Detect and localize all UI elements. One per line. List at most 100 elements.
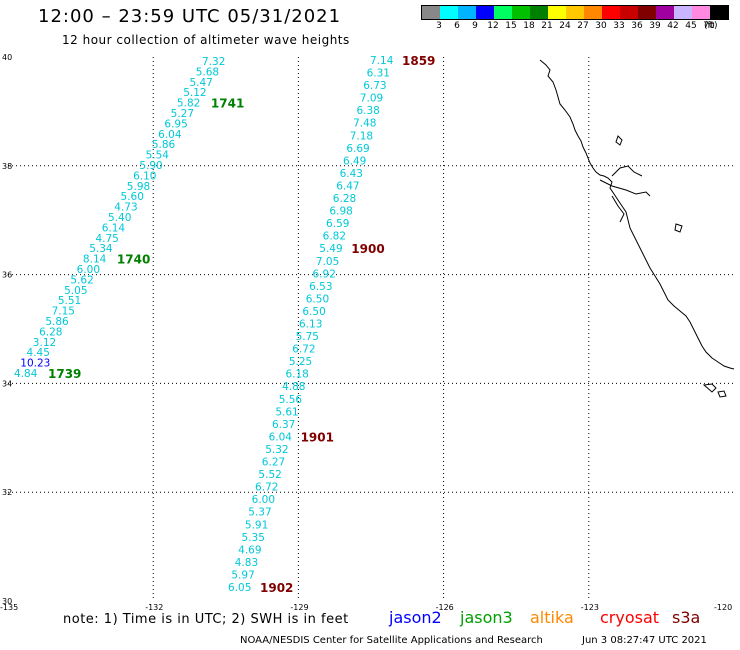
wave-height-label: 6.98 <box>329 206 352 218</box>
wave-height-label: 7.05 <box>316 256 339 268</box>
lon-tick-label: -120 <box>714 603 732 612</box>
scale-label: 27 <box>577 21 589 31</box>
island-outline <box>702 383 717 393</box>
wave-height-label: 5.27 <box>171 108 194 120</box>
scale-label: 45 <box>685 21 697 31</box>
satellite-cryosat: cryosat <box>600 608 660 627</box>
wave-height-label: 5.34 <box>89 243 113 255</box>
wave-height-label: 6.04 <box>269 431 293 443</box>
scale-swatch <box>692 6 710 19</box>
wave-height-label: 4.73 <box>114 202 137 214</box>
time-label: 1741 <box>211 97 244 111</box>
color-scale-unit: (ft) <box>704 21 718 31</box>
lake-outline <box>615 135 623 146</box>
wave-height-label: 5.25 <box>289 356 312 368</box>
wave-height-label: 5.12 <box>183 87 206 99</box>
bay-north <box>611 165 643 177</box>
scale-label: 18 <box>523 21 535 31</box>
wave-height-label: 6.28 <box>39 326 62 338</box>
wave-height-label: 6.50 <box>302 306 325 318</box>
coastline <box>539 59 735 370</box>
wave-height-label: 6.38 <box>356 105 379 117</box>
lon-tick-label: -129 <box>290 603 308 612</box>
wave-height-label: 7.09 <box>360 93 383 105</box>
wave-height-label: 5.86 <box>45 316 69 328</box>
wave-height-label: 5.37 <box>248 507 271 519</box>
wave-height-label: 6.00 <box>77 264 100 276</box>
wave-height-label: 6.37 <box>272 419 295 431</box>
scale-swatch <box>566 6 584 19</box>
time-label: 1902 <box>260 581 293 595</box>
wave-height-label: 6.14 <box>102 222 126 234</box>
wave-height-label: 7.14 <box>370 55 394 67</box>
scale-label: 36 <box>631 21 643 31</box>
wave-height-label: 6.53 <box>309 281 332 293</box>
wave-height-label: 6.00 <box>252 494 275 506</box>
wave-height-label: 6.95 <box>164 118 187 130</box>
time-label: 1900 <box>351 242 384 256</box>
wave-height-label: 5.86 <box>152 139 176 151</box>
wave-height-label: 5.62 <box>70 274 93 286</box>
scale-swatch <box>512 6 530 19</box>
wave-height-label: 5.97 <box>231 569 254 581</box>
wave-height-label: 6.28 <box>333 193 356 205</box>
footer-note: note: 1) Time is in UTC; 2) SWH is in fe… <box>63 612 349 627</box>
wave-height-label: 5.49 <box>319 243 342 255</box>
scale-swatch <box>620 6 638 19</box>
lat-tick-label: 38 <box>2 162 12 171</box>
wave-height-label: 5.35 <box>242 532 265 544</box>
scale-swatch <box>584 6 602 19</box>
lat-tick-label: 36 <box>2 271 12 280</box>
scale-label: 12 <box>487 21 499 31</box>
satellite-s3a: s3a <box>672 608 701 627</box>
wave-height-label: 6.43 <box>340 168 363 180</box>
wave-height-label: 7.48 <box>353 118 376 130</box>
wave-height-label: 6.27 <box>262 457 285 469</box>
time-label: 1901 <box>301 430 334 444</box>
wave-height-label: 5.91 <box>245 519 268 531</box>
wave-height-label: 4.69 <box>238 544 261 556</box>
scale-swatch <box>656 6 674 19</box>
scale-label: 33 <box>613 21 625 31</box>
scale-swatch <box>494 6 512 19</box>
wave-height-label: 6.13 <box>299 319 322 331</box>
wave-height-label: 5.90 <box>139 160 162 172</box>
scale-swatch <box>440 6 458 19</box>
satellite-altika: altika <box>530 608 574 627</box>
page-subtitle: 12 hour collection of altimeter wave hei… <box>62 33 350 47</box>
wave-height-label: 4.84 <box>14 368 38 380</box>
wave-height-label: 4.88 <box>282 381 305 393</box>
wave-height-label: 6.18 <box>285 369 308 381</box>
wave-height-label: 5.82 <box>177 98 200 110</box>
wave-height-label: 3.12 <box>33 337 56 349</box>
scale-swatch <box>422 6 440 19</box>
wave-height-label: 6.10 <box>133 170 156 182</box>
scale-label: 30 <box>595 21 607 31</box>
island-outline <box>717 390 727 398</box>
scale-swatch <box>674 6 692 19</box>
wave-height-label: 4.75 <box>95 233 118 245</box>
scale-swatch <box>530 6 548 19</box>
lon-tick-label: -132 <box>145 603 163 612</box>
wave-height-label: 5.40 <box>108 212 131 224</box>
time-label: 1740 <box>117 253 150 267</box>
scale-swatch <box>458 6 476 19</box>
scale-swatch <box>710 6 728 19</box>
wave-height-label: 6.47 <box>336 180 359 192</box>
bay-south <box>611 195 625 223</box>
wave-height-label: 10.23 <box>20 358 50 370</box>
scale-label: 42 <box>667 21 679 31</box>
wave-height-label: 7.32 <box>202 56 225 68</box>
lon-tick-label: -126 <box>436 603 454 612</box>
wave-height-label: 6.92 <box>313 268 336 280</box>
scale-label: 9 <box>472 21 478 31</box>
lat-tick-label: 30 <box>2 597 12 606</box>
page-title: 12:00 – 23:59 UTC 05/31/2021 <box>38 6 342 27</box>
wave-height-label: 4.83 <box>235 557 258 569</box>
wave-height-label: 5.98 <box>127 181 150 193</box>
lat-tick-label: 40 <box>2 53 12 62</box>
lon-tick-label: -123 <box>581 603 599 612</box>
credit-text: NOAA/NESDIS Center for Satellite Applica… <box>240 635 543 646</box>
scale-swatch <box>476 6 494 19</box>
wave-height-label: 5.05 <box>64 285 87 297</box>
